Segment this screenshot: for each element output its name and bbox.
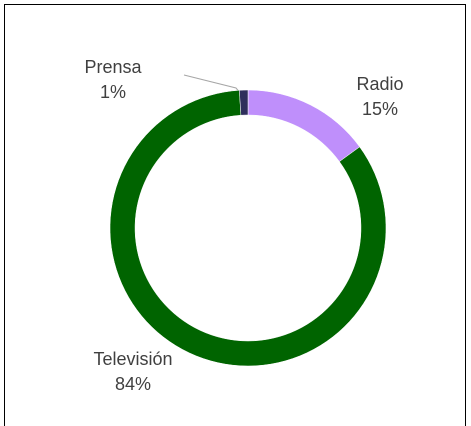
slice-label: Televisión xyxy=(93,349,172,369)
slice-label: Radio xyxy=(356,74,403,94)
chart-frame xyxy=(4,4,466,426)
slice-label: Prensa xyxy=(84,57,142,77)
donut-slice xyxy=(239,89,249,116)
slice-value-label: 84% xyxy=(115,374,151,394)
donut-slice xyxy=(247,89,360,162)
slice-value-label: 1% xyxy=(100,82,126,102)
donut-slice xyxy=(109,90,387,367)
slice-value-label: 15% xyxy=(362,99,398,119)
